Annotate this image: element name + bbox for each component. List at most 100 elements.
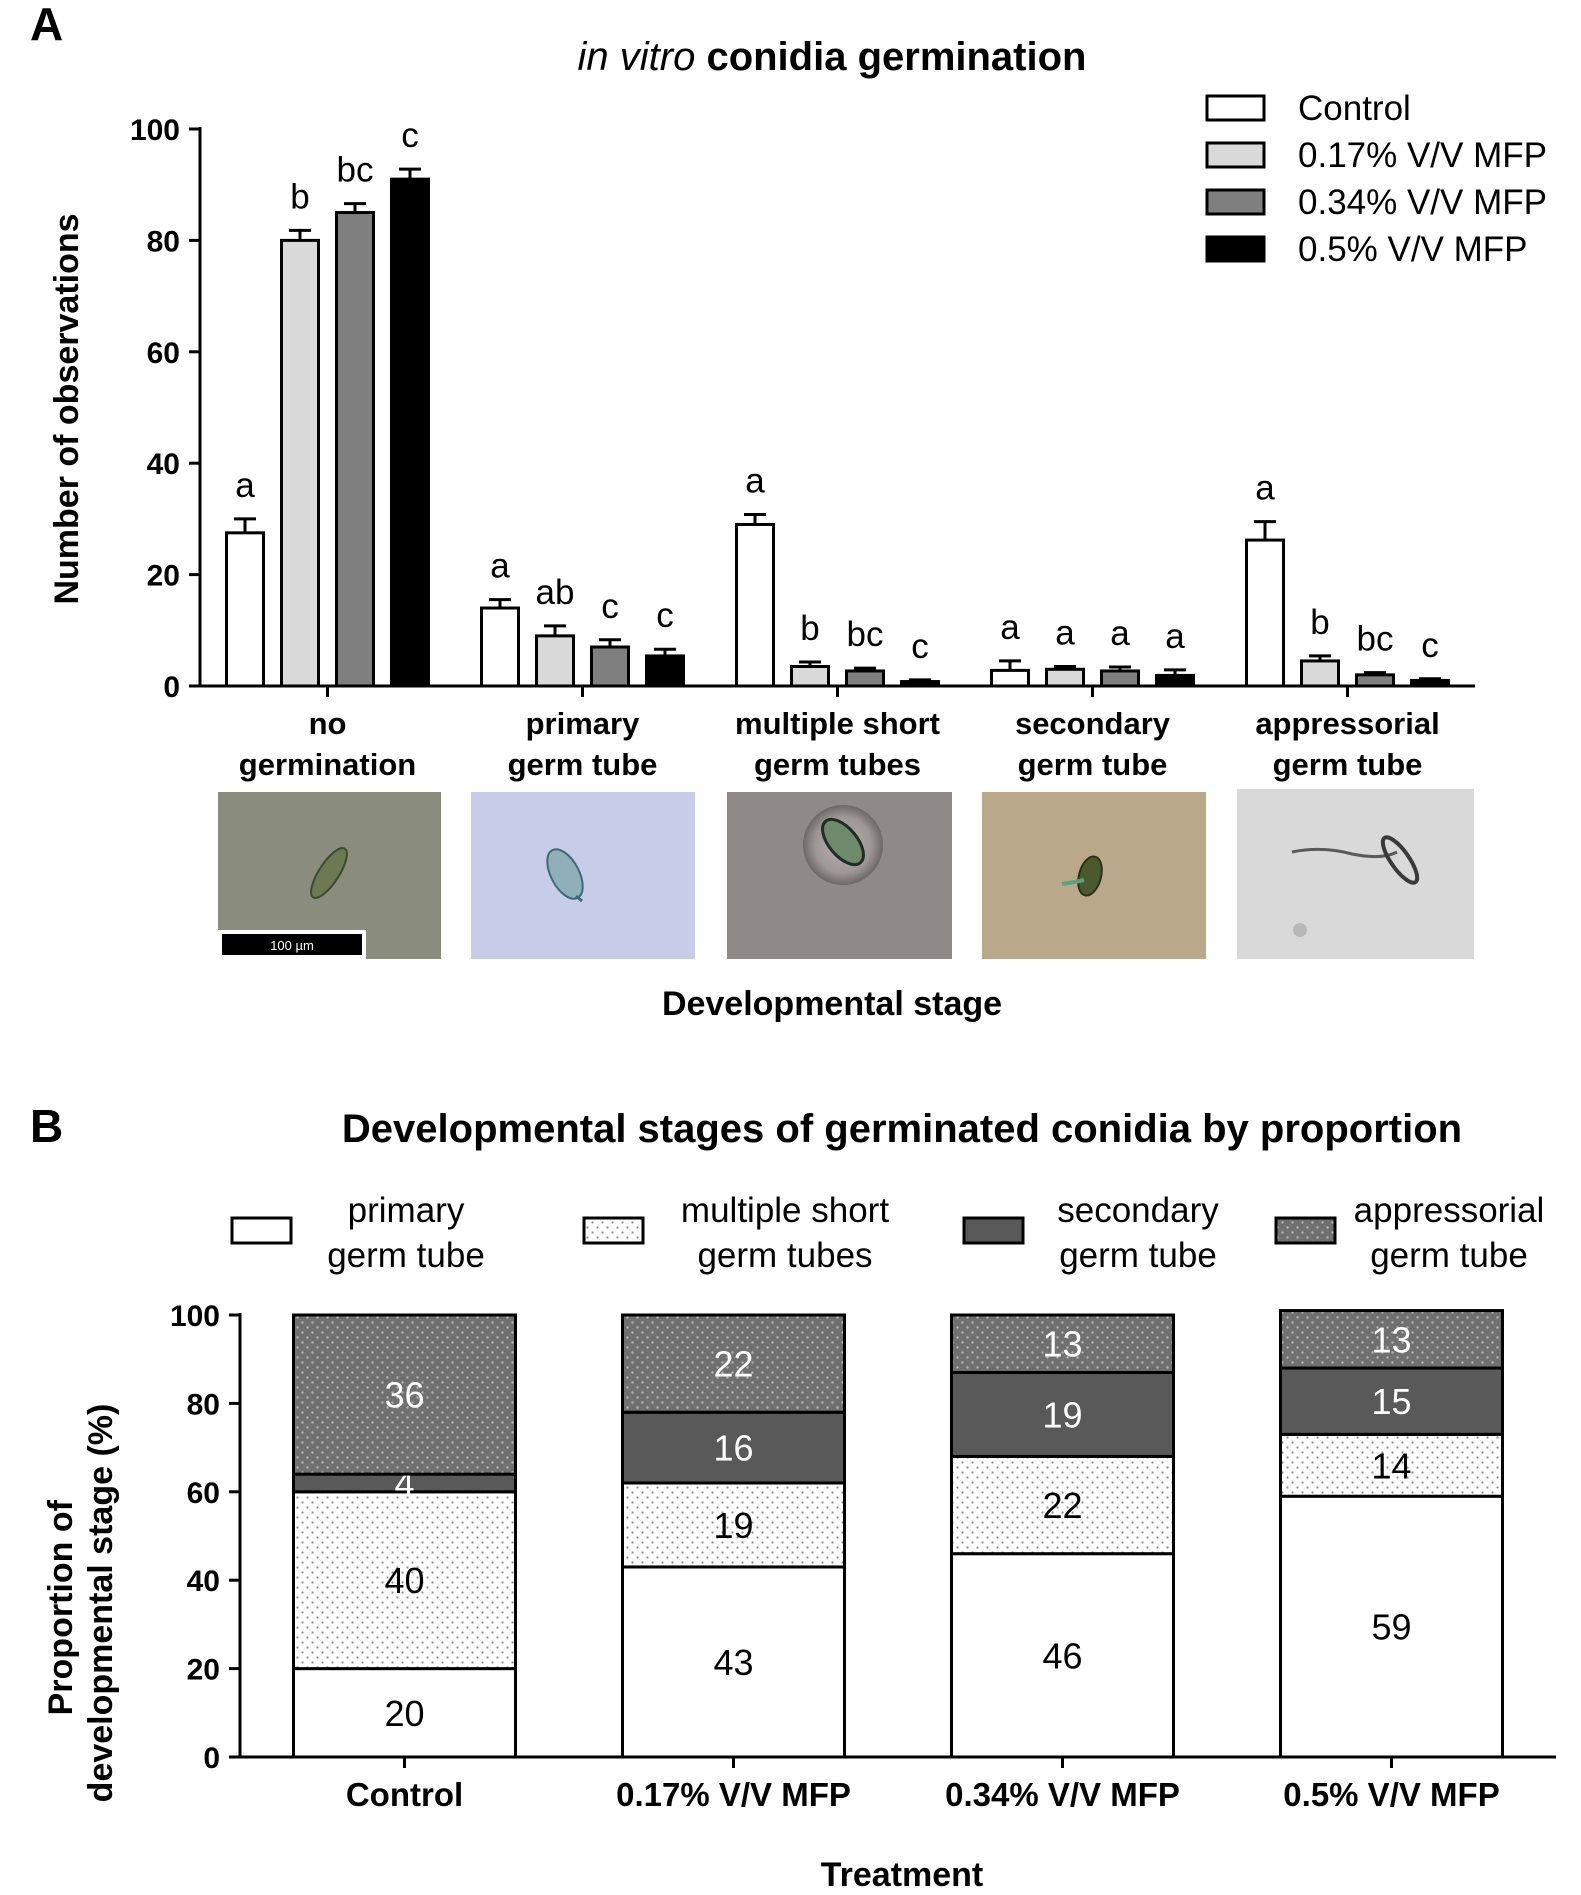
bar-a-0-17pct-v-v-mfp-3 — [1045, 667, 1085, 688]
bar-a-control-4 — [1245, 538, 1285, 688]
data-label-b-0-5pct-v-v-mfp-secondary-germ-tube: 15 — [1371, 1381, 1411, 1422]
bar-a-control-3 — [990, 668, 1030, 688]
legend-a: Control 0.17% V/V MFP 0.34% V/V MFP 0.5% V/… — [1205, 89, 1547, 269]
category-label-a-1-0: primary — [526, 706, 640, 741]
category-label-b-0-34pct-v-v-mfp: 0.34% V/V MFP — [945, 1776, 1180, 1813]
category-label-b-0-5pct-v-v-mfp: 0.5% V/V MFP — [1283, 1776, 1499, 1813]
significance-letter-a-0-17pct-v-v-mfp-2: b — [800, 609, 819, 648]
data-label-b-0-5pct-v-v-mfp-multiple-short-germ-tubes: 14 — [1371, 1445, 1411, 1486]
micrograph-multiple-short-germ-tubes — [727, 792, 952, 959]
significance-letter-a-0-17pct-v-v-mfp-1: ab — [536, 573, 575, 612]
segment-b-0-5pct-v-v-mfp-multiple-short-germ-tubes — [1279, 1432, 1504, 1498]
legend-b-swatch-multiple-short-germ-tubes — [582, 1216, 645, 1245]
significance-letter-a-0-17pct-v-v-mfp-4: b — [1310, 603, 1329, 642]
y-tick-label-b-60: 60 — [187, 1477, 220, 1510]
bar-a-0-34pct-v-v-mfp-1 — [590, 645, 630, 688]
legend-b-label-appressorial-germ-tube-0: appressorial — [1354, 1191, 1545, 1230]
significance-letter-a-control-3: a — [1000, 608, 1020, 647]
bar-a-0-5pct-v-v-mfp-1 — [645, 654, 685, 688]
bar-a-0-5pct-v-v-mfp-2 — [900, 680, 940, 688]
legend-b-label-primary-germ-tube-0: primary — [348, 1191, 465, 1230]
micrograph-primary-germ-tube — [471, 792, 695, 959]
chart-b-ylabel: Proportion of developmental stage (%) — [42, 1404, 120, 1803]
bar-a-0-34pct-v-v-mfp-4 — [1355, 673, 1395, 688]
legend-a-swatch-0-5pct-v-v-mfp — [1205, 235, 1266, 263]
y-tick-label-b-100: 100 — [170, 1300, 220, 1333]
significance-letter-a-0-17pct-v-v-mfp-0: b — [290, 177, 309, 216]
data-label-b-0-17pct-v-v-mfp-multiple-short-germ-tubes: 19 — [713, 1505, 753, 1546]
category-label-a-2-1: germ tubes — [754, 747, 921, 782]
significance-letter-a-0-5pct-v-v-mfp-2: c — [911, 627, 929, 666]
data-label-b-0-17pct-v-v-mfp-appressorial-germ-tube: 22 — [713, 1344, 753, 1385]
data-label-b-0-5pct-v-v-mfp-primary-germ-tube: 59 — [1371, 1607, 1411, 1648]
category-label-a-3-1: germ tube — [1018, 747, 1168, 782]
category-label-a-2-0: multiple short — [735, 706, 940, 741]
segment-b-0-34pct-v-v-mfp-appressorial-germ-tube — [950, 1313, 1175, 1374]
segment-b-0-17pct-v-v-mfp-secondary-germ-tube — [621, 1410, 846, 1485]
bar-a-control-0 — [225, 531, 265, 688]
segment-b-control-multiple-short-germ-tubes — [292, 1490, 517, 1671]
panel-a-letter: A — [30, 0, 63, 50]
y-tick-label-b-20: 20 — [187, 1654, 220, 1687]
panel-b-letter: B — [30, 1100, 63, 1152]
bar-a-0-5pct-v-v-mfp-4 — [1410, 678, 1450, 688]
legend-b-swatch-primary-germ-tube — [230, 1216, 293, 1245]
legend-a-label-0-5pct-v-v-mfp: 0.5% V/V MFP — [1298, 230, 1528, 269]
y-tick-label-b-0: 0 — [203, 1742, 220, 1775]
legend-b-label-multiple-short-germ-tubes-1: germ tubes — [697, 1236, 872, 1275]
bar-a-0-17pct-v-v-mfp-1 — [535, 634, 575, 688]
legend-a-label-0-34pct-v-v-mfp: 0.34% V/V MFP — [1298, 183, 1547, 222]
y-tick-label-a-0: 0 — [163, 671, 180, 704]
significance-letter-a-control-2: a — [745, 461, 765, 500]
chart-b-xlabel: Treatment — [821, 1856, 984, 1894]
category-label-a-0-0: no — [309, 706, 347, 741]
significance-letter-a-0-34pct-v-v-mfp-1: c — [601, 587, 619, 626]
y-tick-label-b-40: 40 — [187, 1565, 220, 1598]
bar-a-0-34pct-v-v-mfp-0 — [335, 211, 375, 688]
legend-a-label-0-17pct-v-v-mfp: 0.17% V/V MFP — [1298, 136, 1547, 175]
significance-letter-a-0-5pct-v-v-mfp-1: c — [656, 596, 674, 635]
data-label-b-0-17pct-v-v-mfp-secondary-germ-tube: 16 — [713, 1428, 753, 1469]
legend-b-label-secondary-germ-tube-0: secondary — [1057, 1191, 1219, 1230]
segment-b-0-17pct-v-v-mfp-primary-germ-tube — [621, 1565, 846, 1759]
category-label-b-0-17pct-v-v-mfp: 0.17% V/V MFP — [616, 1776, 851, 1813]
significance-letter-a-control-0: a — [235, 466, 255, 505]
data-label-b-control-multiple-short-germ-tubes: 40 — [384, 1560, 424, 1601]
category-label-a-4-0: appressorial — [1255, 706, 1439, 741]
category-label-a-3-0: secondary — [1015, 706, 1171, 741]
segment-b-0-17pct-v-v-mfp-multiple-short-germ-tubes — [621, 1481, 846, 1569]
bar-a-0-17pct-v-v-mfp-0 — [280, 238, 320, 688]
significance-letter-a-0-5pct-v-v-mfp-0: c — [401, 116, 419, 155]
micrograph-secondary-germ-tube — [982, 792, 1206, 959]
chart-a: 020406080100nogerminationabbccprimaryger… — [130, 114, 1475, 782]
chart-a-ylabel: Number of observations — [48, 213, 86, 604]
scale-bar-label: 100 µm — [270, 938, 314, 953]
legend-b-swatch-appressorial-germ-tube — [1274, 1216, 1337, 1245]
legend-b: primary germ tube multiple short germ tubes… — [230, 1191, 1545, 1275]
segment-b-0-17pct-v-v-mfp-appressorial-germ-tube — [621, 1313, 846, 1414]
bar-a-0-5pct-v-v-mfp-3 — [1155, 673, 1195, 688]
micrograph-no-germination: 100 µm — [218, 792, 441, 959]
significance-letter-a-control-4: a — [1255, 469, 1275, 508]
chart-a-xlabel: Developmental stage — [662, 985, 1002, 1023]
legend-a-swatch-control — [1205, 94, 1266, 122]
legend-b-label-multiple-short-germ-tubes-0: multiple short — [681, 1191, 889, 1230]
bar-a-0-34pct-v-v-mfp-2 — [845, 669, 885, 688]
y-tick-label-a-40: 40 — [147, 448, 180, 481]
significance-letter-a-0-34pct-v-v-mfp-3: a — [1110, 614, 1130, 653]
data-label-b-control-appressorial-germ-tube: 36 — [384, 1375, 424, 1416]
significance-letter-a-0-34pct-v-v-mfp-0: bc — [337, 151, 374, 190]
segment-b-0-34pct-v-v-mfp-primary-germ-tube — [950, 1552, 1175, 1759]
significance-letter-a-0-34pct-v-v-mfp-2: bc — [847, 615, 884, 654]
legend-b-label-secondary-germ-tube-1: germ tube — [1059, 1236, 1217, 1275]
bar-a-control-1 — [480, 606, 520, 688]
bar-a-0-17pct-v-v-mfp-2 — [790, 665, 830, 688]
legend-b-swatch-secondary-germ-tube — [962, 1216, 1025, 1245]
bar-a-0-5pct-v-v-mfp-0 — [390, 177, 430, 688]
data-label-b-0-17pct-v-v-mfp-primary-germ-tube: 43 — [713, 1642, 753, 1683]
legend-a-label-control: Control — [1298, 89, 1411, 128]
data-label-b-0-34pct-v-v-mfp-appressorial-germ-tube: 13 — [1042, 1324, 1082, 1365]
category-label-a-0-1: germination — [239, 747, 416, 782]
